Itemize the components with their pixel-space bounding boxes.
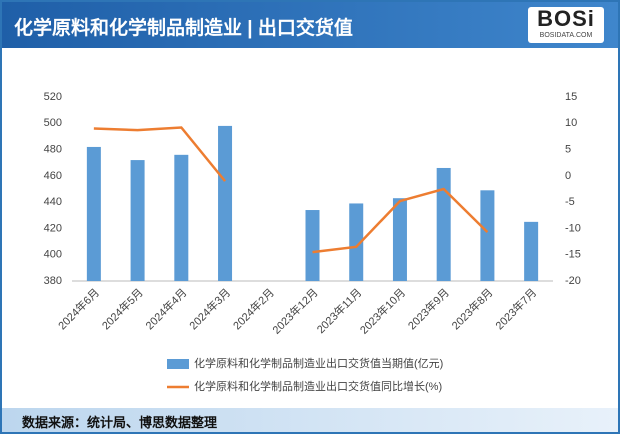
x-tick-label: 2023年8月 [448, 285, 495, 332]
legend-swatch [167, 359, 189, 369]
y2-tick-label: -20 [565, 275, 581, 287]
logo-text: BOSi [537, 6, 595, 31]
x-tick-label: 2024年6月 [55, 285, 102, 332]
y-tick-label: 400 [44, 249, 62, 261]
bar [218, 125, 233, 282]
bar [436, 167, 451, 281]
y-tick-label: 440 [44, 196, 62, 208]
line [93, 126, 489, 254]
x-tick-label: 2024年2月 [230, 285, 277, 332]
legend-label: 化学原料和化学制品制造业出口交货值同比增长(%) [194, 379, 442, 393]
y2-tick-label: -15 [565, 249, 581, 261]
x-tick-label: 2024年4月 [142, 285, 189, 332]
x-tick-label: 2024年5月 [99, 285, 146, 332]
x-tick-label: 2023年7月 [492, 285, 539, 332]
chart: 380 400 420 440 460 480 500 520 -20 -15 -10 -5 0 5 10 1… [44, 91, 581, 393]
x-tick-label: 2023年12月 [269, 285, 320, 336]
header: 化学原料和化学制品制造业 | 出口交货值 BOSi BOSIDATA.COM [2, 2, 618, 48]
x-tick-label: 2023年11月 [314, 285, 365, 336]
bar [174, 154, 189, 281]
bar [392, 198, 407, 281]
y2-tick-label: 10 [565, 117, 577, 129]
x-tick-label: 2023年9月 [405, 285, 452, 332]
bar [305, 210, 320, 281]
bar [480, 190, 495, 281]
y-tick-label: 380 [44, 275, 62, 287]
y-tick-label: 500 [44, 117, 62, 129]
logo: BOSi BOSIDATA.COM [528, 7, 604, 43]
footer: 数据来源：统计局、博思数据整理 [2, 408, 618, 432]
source: 数据来源：统计局、博思数据整理 [22, 415, 218, 430]
title: 化学原料和化学制品制造业 | 出口交货值 [14, 18, 353, 39]
bar [349, 203, 364, 281]
y2-tick-label: 0 [565, 170, 571, 182]
legend-label: 化学原料和化学制品制造业出口交货值当期值(亿元) [194, 356, 443, 370]
y-tick-label: 460 [44, 170, 62, 182]
y2-tick-label: 5 [565, 143, 571, 155]
y2-tick-label: -10 [565, 222, 581, 234]
bar [86, 146, 101, 281]
bar [130, 160, 145, 281]
y2-tick-label: -5 [565, 196, 575, 208]
y-tick-label: 520 [44, 91, 62, 103]
y-tick-label: 480 [44, 143, 62, 155]
y2-tick-label: 15 [565, 91, 577, 103]
x-tick-label: 2023年10月 [357, 285, 408, 336]
logo-sub: BOSIDATA.COM [539, 32, 593, 39]
x-tick-label: 2024年3月 [186, 285, 233, 332]
bar [524, 221, 539, 281]
y-tick-label: 420 [44, 222, 62, 234]
